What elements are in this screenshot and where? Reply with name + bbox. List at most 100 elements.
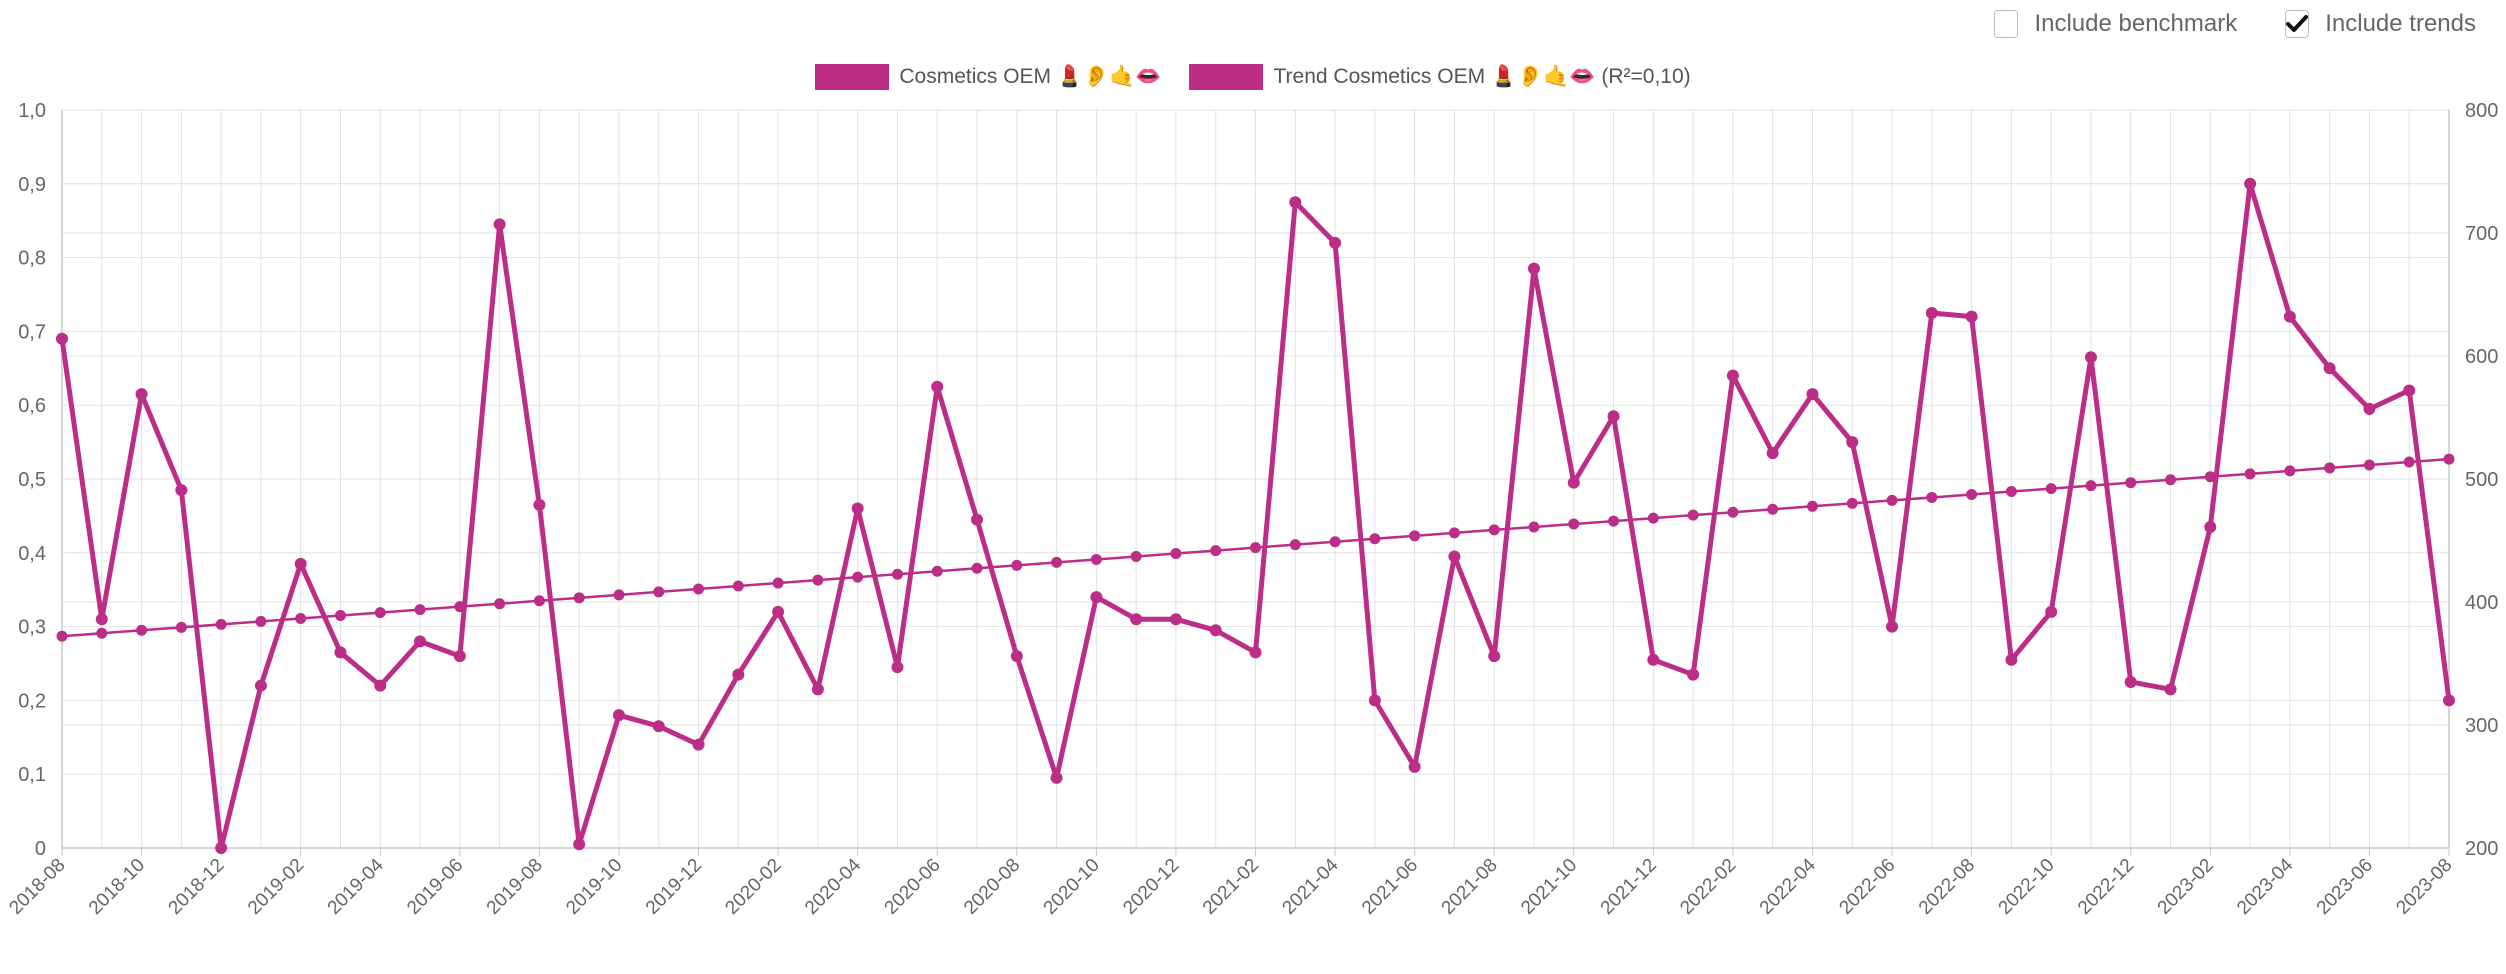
x-tick-label: 2021-02 [1199,855,1263,919]
trend-point [136,624,148,636]
trend-point [2204,471,2216,483]
trend-point [1369,533,1381,545]
trend-point [2284,465,2296,477]
data-point [254,679,267,692]
data-point [2443,694,2455,707]
trend-point [613,589,625,601]
trend-point [1210,545,1222,557]
trend-point [1886,494,1898,506]
trend-point [1767,503,1779,515]
data-point [1567,476,1580,489]
data-point [2283,310,2296,323]
trend-point [1488,524,1500,536]
trend-point [215,618,227,630]
trend-point [1926,491,1938,503]
trend-point [533,595,545,607]
trend-point [2125,477,2137,489]
x-tick-label: 2019-10 [562,855,626,919]
x-tick-label: 2021-10 [1517,855,1581,919]
trend-point [891,568,903,580]
trend-point [96,627,108,639]
trend-point [2443,453,2455,465]
data-point [1886,620,1899,633]
trend-point [772,577,784,589]
data-point [374,679,387,692]
benchmark-checkbox[interactable] [1994,10,2019,38]
trend-point [812,574,824,586]
x-tick-label: 2018-08 [5,855,69,919]
trend-point [1250,542,1261,554]
trends-checkbox[interactable] [2285,10,2310,38]
data-point [732,668,745,681]
legend-label-series: Cosmetics OEM 💄👂🤙👄 [899,65,1162,88]
trend-point [1687,509,1699,521]
data-point [2045,605,2058,618]
trend-point [295,612,307,624]
data-point [2084,351,2097,364]
data-point [1448,550,1461,563]
data-point [1607,410,1620,423]
y-right-tick-label: 300 [2465,715,2498,737]
legend-label-trend: Trend Cosmetics OEM 💄👂🤙👄 (R²=0,10) [1273,65,1691,88]
trend-point [2045,483,2057,495]
data-point [1209,624,1222,637]
data-point [573,838,586,851]
data-point [334,646,347,659]
y-right-tick-label: 500 [2465,469,2498,491]
trend-point [1170,548,1182,560]
x-tick-label: 2023-04 [2233,854,2297,918]
trend-point [1448,527,1460,539]
x-tick-label: 2022-02 [1676,855,1740,919]
data-point [1050,771,1063,784]
data-point [414,635,427,648]
data-point [533,498,546,511]
include-trends-toggle[interactable]: Include trends [2285,10,2476,38]
trend-point [414,604,426,616]
trend-point [2244,468,2256,480]
trend-point [255,615,267,627]
y-left-tick-label: 1,0 [18,100,46,122]
include-benchmark-toggle[interactable]: Include benchmark [1994,10,2237,38]
trend-point [573,592,585,604]
data-point [1289,196,1302,209]
legend-item-series[interactable]: Cosmetics OEM 💄👂🤙👄 [815,64,1161,90]
data-point [1488,650,1501,663]
data-point [2005,653,2018,666]
trend-point [1090,553,1102,565]
x-tick-label: 2022-08 [1915,855,1979,919]
trend-point [1329,536,1341,548]
data-point [2124,675,2137,688]
x-tick-label: 2021-12 [1597,855,1661,919]
trend-point [1528,521,1540,533]
x-tick-label: 2018-10 [85,855,149,919]
trend-point [2165,474,2177,486]
trend-point [971,562,983,574]
trend-point [1011,559,1023,571]
x-tick-label: 2022-12 [2074,855,2138,919]
y-left-tick-label: 0,2 [18,690,46,712]
checkmark-icon [2286,15,2309,32]
trend-point [2403,456,2415,468]
data-point [1687,668,1700,681]
data-point [1130,613,1143,626]
legend-swatch-trend [1189,64,1264,90]
data-point [851,502,864,515]
data-point [95,613,108,626]
trend-point [2324,462,2336,474]
data-point [1647,653,1660,666]
y-left-tick-label: 0,1 [18,764,46,786]
x-tick-label: 2022-04 [1756,854,1820,918]
trend-point [931,565,943,577]
data-point [56,332,68,345]
data-point [891,661,904,674]
y-left-tick-label: 0 [35,838,46,860]
x-tick-label: 2019-02 [244,855,308,919]
data-point [2244,177,2257,190]
x-tick-label: 2019-08 [483,855,547,919]
legend-item-trend[interactable]: Trend Cosmetics OEM 💄👂🤙👄 (R²=0,10) [1189,64,1691,90]
x-tick-label: 2021-04 [1278,854,1342,918]
y-left-tick-label: 0,7 [18,321,46,343]
data-point [1766,447,1779,460]
data-point [772,605,785,618]
trend-point [1289,539,1301,551]
